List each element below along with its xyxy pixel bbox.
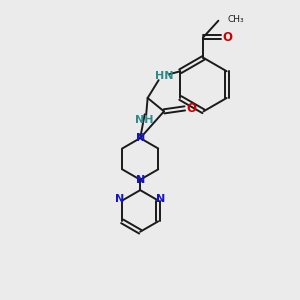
Text: CH₃: CH₃ xyxy=(228,15,244,24)
Text: NH: NH xyxy=(135,115,154,125)
Text: O: O xyxy=(223,31,233,44)
Text: O: O xyxy=(186,102,196,115)
Text: HN: HN xyxy=(155,71,173,81)
Text: N: N xyxy=(156,194,165,204)
Text: N: N xyxy=(136,133,145,143)
Text: N: N xyxy=(115,194,124,204)
Text: N: N xyxy=(136,175,145,185)
